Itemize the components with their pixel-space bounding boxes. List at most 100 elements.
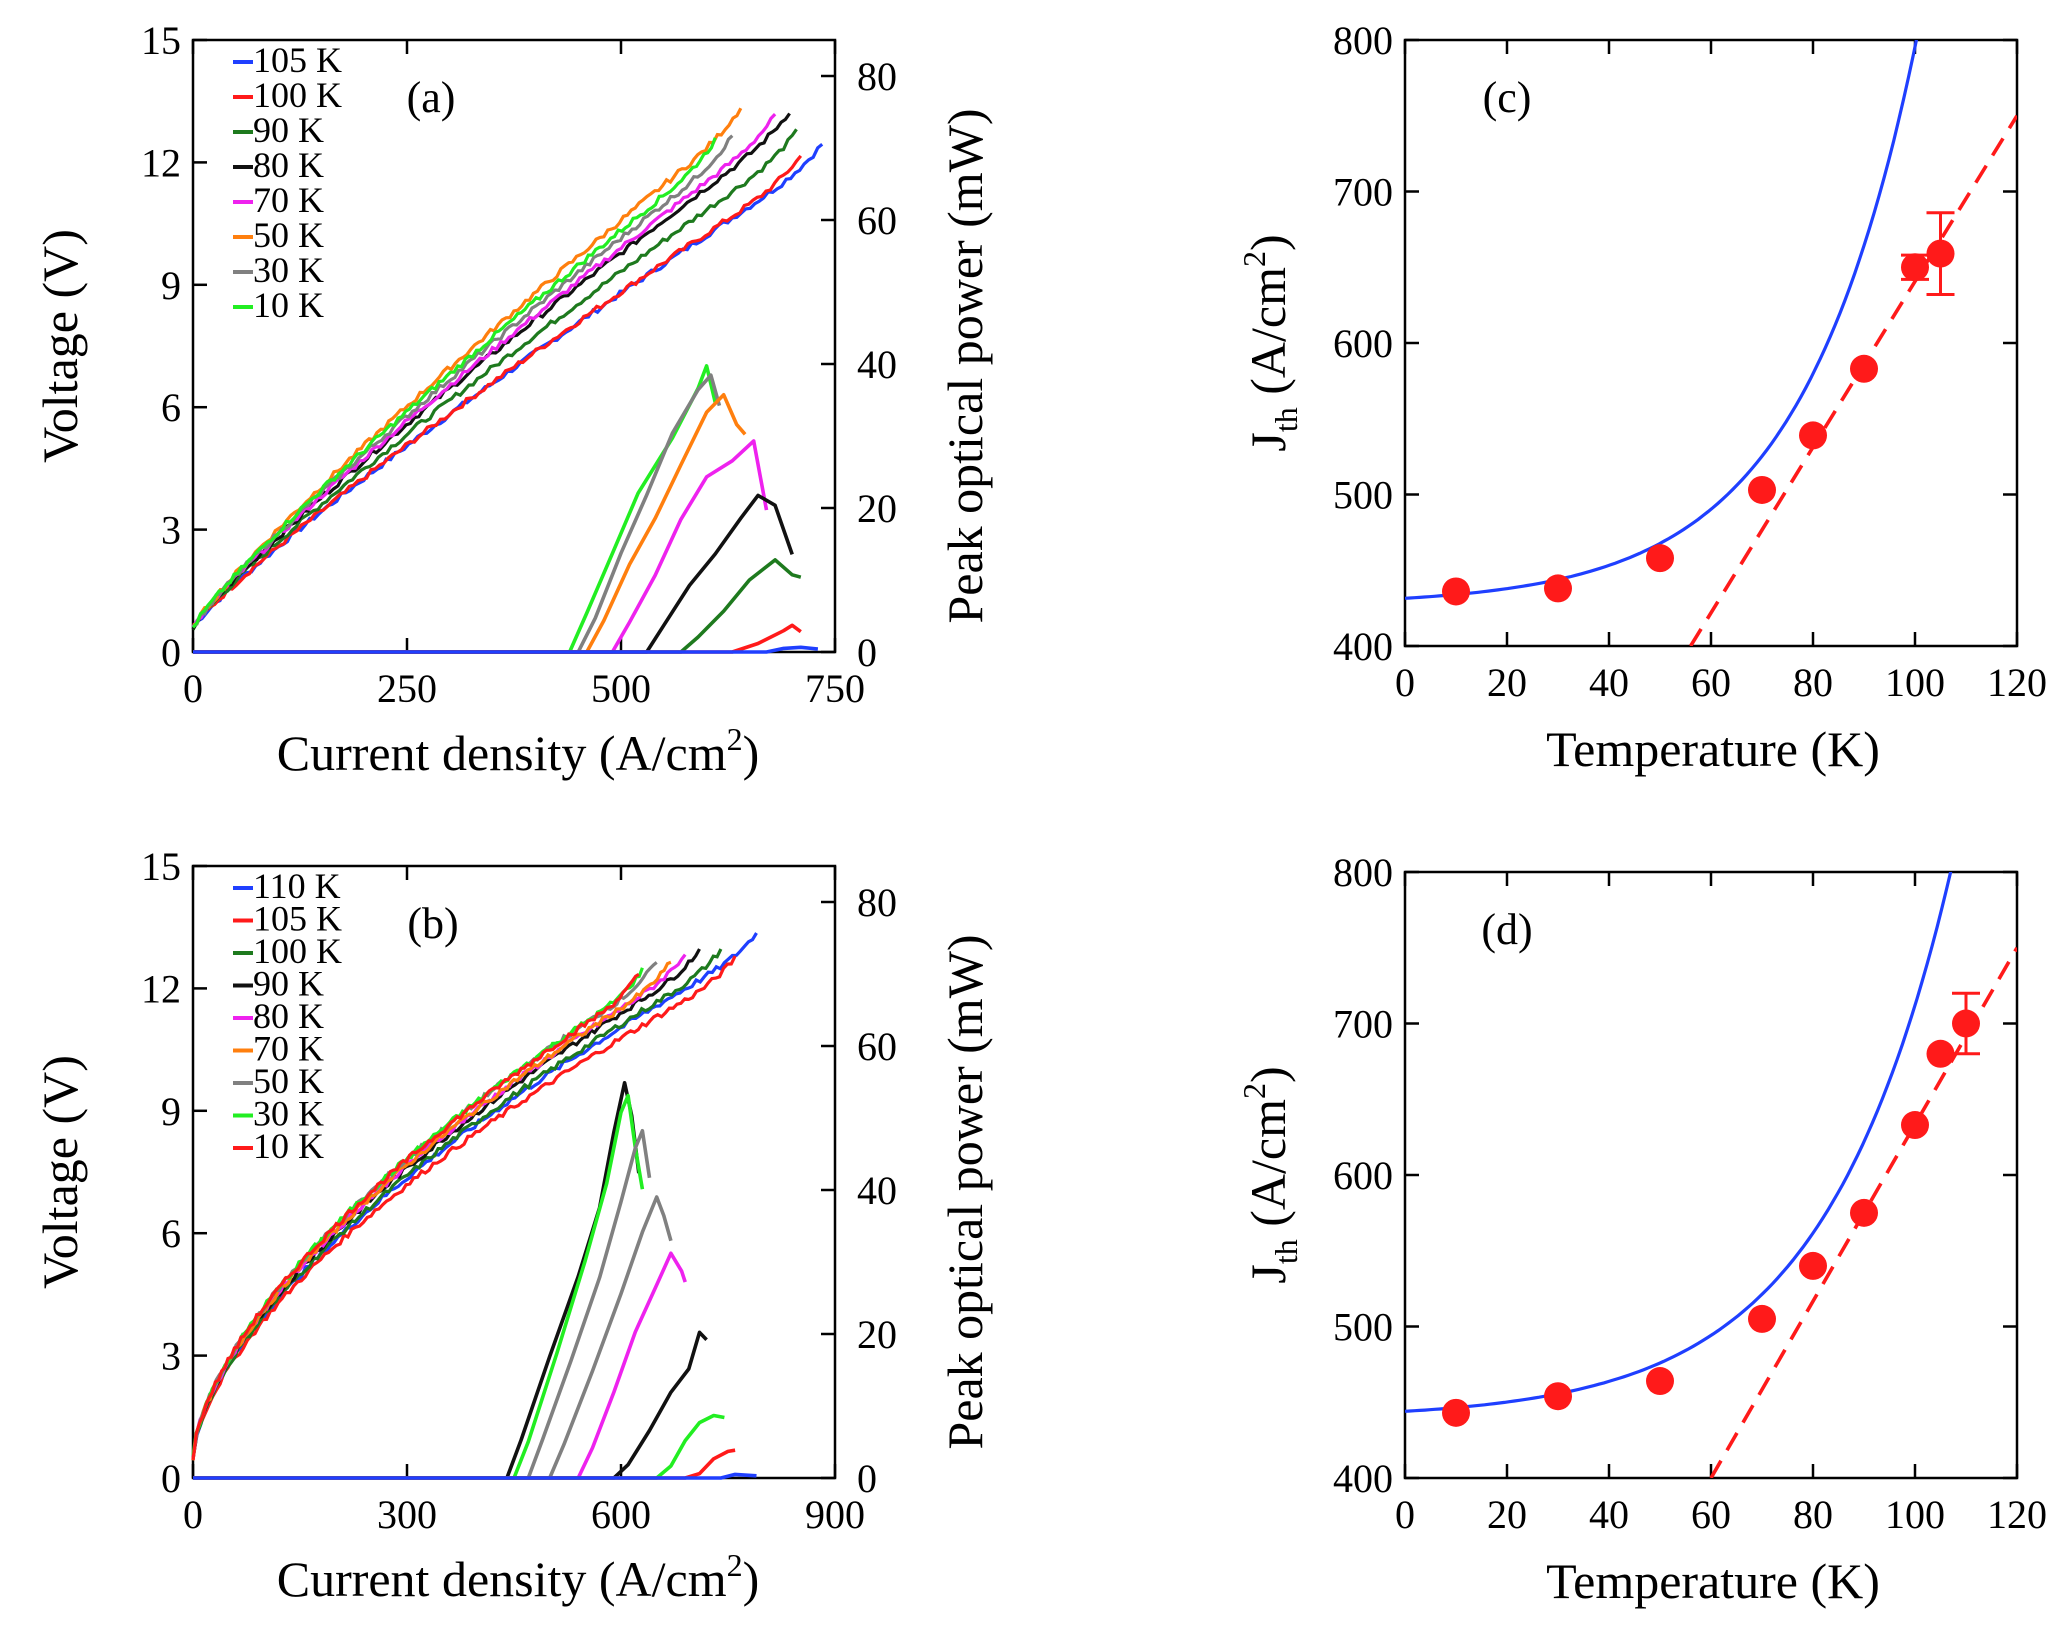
a-x-tick-label: 500 — [591, 666, 651, 711]
a-power-line-10K — [193, 364, 717, 654]
b-legend-label: 105 K — [253, 899, 342, 939]
b-legend-label: 50 K — [253, 1061, 324, 1101]
a-y2-tick-label: 80 — [857, 54, 897, 99]
c-fit-curve — [1405, 40, 1919, 600]
a-y-tick-label: 6 — [161, 385, 181, 430]
b-legend-label: 90 K — [253, 964, 324, 1004]
c-data-point — [1850, 354, 1878, 383]
c-x-tick-label: 20 — [1487, 660, 1527, 705]
a-legend-label: 70 K — [253, 180, 324, 220]
c-plot-frame — [1403, 38, 2019, 648]
b-power-line-50K — [193, 1195, 673, 1480]
b-y-tick-label: 3 — [161, 1334, 181, 1379]
a-y-axis-label: Voltage (V) — [32, 229, 88, 463]
d-data-point — [1442, 1398, 1470, 1427]
a-legend-label: 105 K — [253, 40, 342, 80]
b-x-axis-label: Current density (A/cm2) — [277, 1547, 760, 1607]
a-power-line-105K — [193, 645, 819, 654]
d-data-point — [1850, 1198, 1878, 1227]
b-power-line-30K — [193, 1129, 652, 1480]
d-x-tick-label: 100 — [1885, 1492, 1945, 1537]
b-power-line-100K — [193, 1330, 708, 1480]
a-voltage-line-10K — [191, 137, 717, 629]
d-x-axis-label: Temperature (K) — [1546, 1553, 1880, 1609]
d-x-tick-label: 0 — [1395, 1492, 1415, 1537]
a-y-tick-label: 3 — [161, 508, 181, 553]
c-x-tick-label: 80 — [1793, 660, 1833, 705]
d-data-point — [1901, 1111, 1929, 1140]
b-y-tick-label: 9 — [161, 1089, 181, 1134]
d-data-point — [1926, 1039, 1955, 1068]
b-y2-tick-label: 60 — [857, 1024, 897, 1069]
d-plot-frame — [1403, 870, 2019, 1480]
b-legend-label: 10 K — [253, 1126, 324, 1166]
d-data-point — [1544, 1382, 1572, 1411]
a-panel-label: (a) — [407, 73, 456, 122]
b-voltage-line-70K — [191, 960, 672, 1461]
b-y2-tick-label: 80 — [857, 880, 897, 925]
a-y-tick-label: 15 — [141, 18, 181, 63]
b-panel-label: (b) — [407, 899, 458, 948]
b-legend-label: 80 K — [253, 996, 324, 1036]
a-y-tick-label: 9 — [161, 263, 181, 308]
a-voltage-line-90K — [191, 128, 798, 631]
c-x-tick-label: 60 — [1691, 660, 1731, 705]
c-y-axis-label: Jth (A/cm2) — [1236, 234, 1304, 451]
c-x-tick-label: 40 — [1589, 660, 1629, 705]
c-x-axis-label: Temperature (K) — [1546, 721, 1880, 777]
b-y2-axis-label: Peak optical power (mW) — [937, 934, 993, 1449]
a-y2-tick-label: 40 — [857, 342, 897, 387]
a-power-line-70K — [193, 439, 769, 654]
a-y2-axis-label: Peak optical power (mW) — [937, 108, 993, 623]
a-x-tick-label: 750 — [805, 666, 865, 711]
c-x-tick-label: 120 — [1987, 660, 2047, 705]
c-data-point — [1442, 577, 1470, 606]
a-power-line-50K — [193, 393, 747, 654]
a-power-line-30K — [193, 373, 722, 654]
b-legend-label: 30 K — [253, 1094, 324, 1134]
d-x-tick-label: 20 — [1487, 1492, 1527, 1537]
a-power-line-100K — [193, 623, 802, 654]
c-data-point — [1901, 253, 1929, 282]
c-data-point — [1646, 544, 1674, 573]
a-y2-tick-label: 60 — [857, 198, 897, 243]
a-x-tick-label: 0 — [183, 666, 203, 711]
d-data-point — [1952, 1009, 1980, 1038]
a-y2-tick-label: 0 — [857, 630, 877, 675]
c-panel-label: (c) — [1483, 73, 1532, 122]
b-x-tick-label: 600 — [591, 1492, 651, 1537]
d-y-tick-label: 700 — [1333, 1002, 1393, 1047]
b-y2-tick-label: 20 — [857, 1312, 897, 1357]
b-y2-tick-label: 40 — [857, 1168, 897, 1213]
b-x-tick-label: 0 — [183, 1492, 203, 1537]
d-data-point — [1646, 1367, 1674, 1396]
d-y-tick-label: 400 — [1333, 1456, 1393, 1501]
panel-d-chart: 0 20 40 60 80 100 120 400 500 600 700 800 (d) Tempera… — [1236, 850, 2047, 1609]
b-x-tick-label: 900 — [805, 1492, 865, 1537]
b-voltage-line-10K — [191, 973, 640, 1460]
c-y-tick-label: 500 — [1333, 473, 1393, 518]
d-y-tick-label: 600 — [1333, 1153, 1393, 1198]
b-power-line-105K — [193, 1413, 725, 1480]
d-panel-label: (d) — [1481, 905, 1532, 954]
b-power-line-110K — [193, 1448, 736, 1480]
a-y-tick-label: 12 — [141, 140, 181, 185]
d-y-axis-label: Jth (A/cm2) — [1236, 1066, 1304, 1283]
b-legend-label: 100 K — [253, 931, 342, 971]
a-legend-label: 90 K — [253, 110, 324, 150]
a-voltage-line-100K — [191, 154, 803, 628]
d-x-tick-label: 80 — [1793, 1492, 1833, 1537]
d-y-tick-label: 800 — [1333, 850, 1393, 895]
c-x-tick-label: 100 — [1885, 660, 1945, 705]
b-power-line-10K — [193, 1093, 645, 1480]
c-x-tick-label: 0 — [1395, 660, 1415, 705]
c-data-point — [1544, 574, 1572, 603]
c-data-point — [1799, 421, 1827, 450]
c-y-tick-label: 400 — [1333, 624, 1393, 669]
a-legend-label: 80 K — [253, 145, 324, 185]
a-y-tick-label: 0 — [161, 630, 181, 675]
a-legend-label: 30 K — [253, 250, 324, 290]
